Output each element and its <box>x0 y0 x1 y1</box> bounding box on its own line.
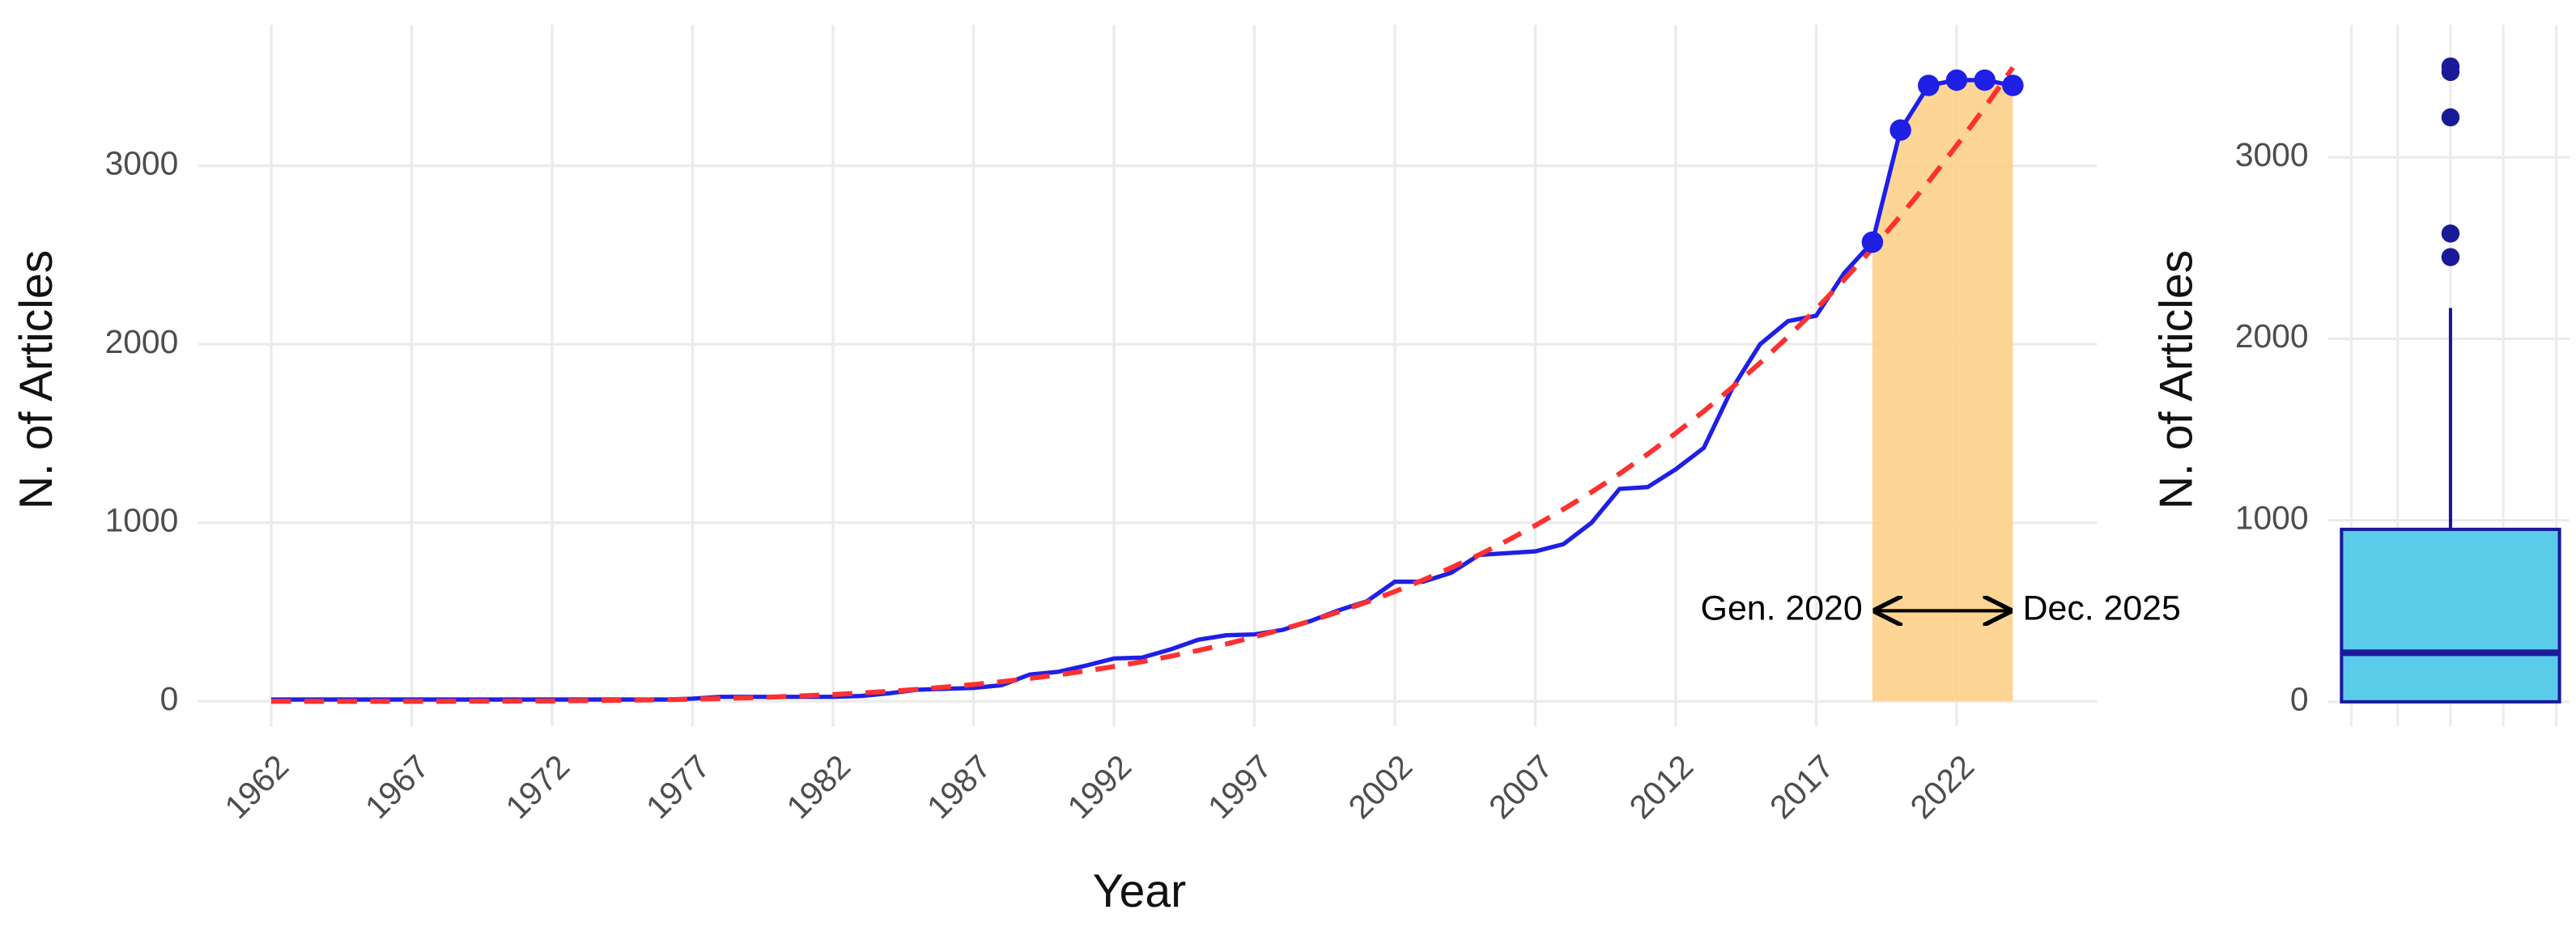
outlier <box>2441 108 2460 127</box>
x-tick-label: 2007 <box>1481 747 1560 826</box>
x-tick-label: 1977 <box>639 747 717 826</box>
x-tick-label: 1962 <box>218 747 296 826</box>
x-tick-label: 1997 <box>1201 747 1279 826</box>
data-point <box>2002 74 2024 96</box>
y-tick-label: 2000 <box>2235 317 2309 355</box>
x-tick-label: 1967 <box>358 747 436 826</box>
y-tick-label: 0 <box>2290 681 2309 718</box>
y-tick-label: 0 <box>160 680 179 717</box>
x-tick-label: 1987 <box>920 747 998 826</box>
data-point <box>1861 231 1884 253</box>
outlier <box>2441 57 2460 76</box>
data-point <box>1918 74 1940 96</box>
data-point <box>1945 69 1968 91</box>
outlier <box>2441 224 2460 243</box>
x-tick-label: 2012 <box>1622 747 1701 826</box>
y-axis-title: N. of Articles <box>11 250 62 509</box>
y-tick-label: 1000 <box>105 502 179 539</box>
data-point <box>1889 119 1911 141</box>
annotation: Dec. 2025 <box>2023 589 2181 628</box>
box <box>2340 527 2561 704</box>
annotation: Gen. 2020 <box>1701 589 1863 628</box>
outlier <box>2441 248 2460 266</box>
x-axis-title: Year <box>1093 865 1186 917</box>
y-tick-label: 1000 <box>2235 499 2309 536</box>
data-point <box>1974 69 1996 91</box>
y-tick-label: 3000 <box>2235 136 2309 173</box>
y-tick-label: 3000 <box>105 145 179 182</box>
y-tick-label: 2000 <box>105 323 179 360</box>
trend-line <box>270 66 2015 704</box>
data-line <box>270 78 2013 702</box>
x-tick-label: 1992 <box>1061 747 1139 826</box>
x-tick-label: 2022 <box>1903 747 1982 826</box>
x-tick-label: 2017 <box>1762 747 1841 826</box>
x-tick-label: 1972 <box>499 747 577 826</box>
x-tick-label: 1982 <box>780 747 858 826</box>
highlight-region <box>1872 79 2013 702</box>
x-tick-label: 2002 <box>1341 747 1420 826</box>
y-axis-title: N. of Articles <box>2151 250 2203 509</box>
